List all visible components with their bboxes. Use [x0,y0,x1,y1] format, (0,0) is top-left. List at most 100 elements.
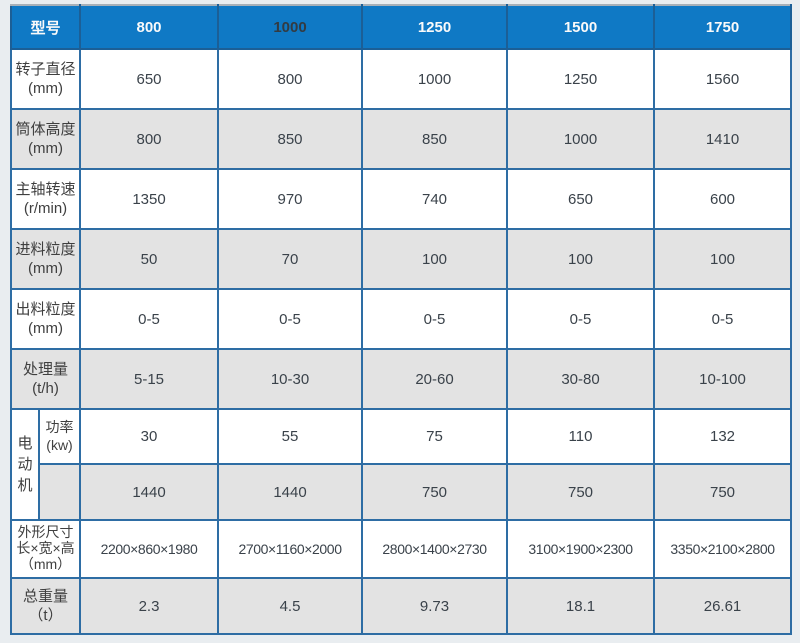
row-label-text: 长×宽×高 [16,540,75,557]
row-label-text: 外形尺寸 [17,524,74,541]
row-label-spindle-speed: 主轴转速 (r/min) [9,168,82,230]
spec-table: 型号 800 1000 1250 1500 1750 转子直径 (mm) 650… [9,4,793,635]
row-motor-speed: 1440 1440 750 750 750 [11,463,793,521]
cell-value: 30 [79,408,220,465]
row-label-feed-size: 进料粒度 (mm) [9,228,82,290]
cell-value: 20-60 [361,348,509,410]
row-label-text: 总重量 [23,587,69,605]
cell-value: 10-100 [653,348,793,410]
cell-value: 2700×1160×2000 [217,519,364,579]
header-model-1500: 1500 [506,4,656,50]
row-label-unit: (r/min) [23,200,68,217]
row-label-text: 处理量 [23,360,69,378]
header-model-800: 800 [79,4,220,50]
cell-value: 2.3 [79,577,220,635]
cell-value: 2200×860×1980 [79,519,220,579]
cell-value: 750 [653,463,793,521]
cell-value: 9.73 [361,577,509,635]
row-rotor-diameter: 转子直径 (mm) 650 800 1000 1250 1560 [9,48,793,110]
row-label-unit: (mm) [28,140,63,157]
cell-value: 1000 [361,48,509,110]
header-model-1000: 1000 [217,4,364,50]
cell-value: 0-5 [79,288,220,350]
cell-value: 100 [653,228,793,290]
motor-power-unit: (kw) [46,436,73,453]
cell-value: 100 [361,228,509,290]
cell-value: 740 [361,168,509,230]
cell-value: 18.1 [506,577,656,635]
cell-value: 1350 [79,168,220,230]
cell-value: 600 [653,168,793,230]
row-dimensions: 外形尺寸 长×宽×高 （mm） 2200×860×1980 2700×1160×… [9,519,793,579]
motor-power-label: 功率 [45,419,74,435]
row-label-dimensions: 外形尺寸 长×宽×高 （mm） [9,519,82,579]
cell-value: 650 [79,48,220,110]
cell-value: 1250 [506,48,656,110]
cell-value: 970 [217,168,364,230]
cell-value: 132 [653,408,793,465]
cell-value: 850 [361,108,509,170]
row-label-unit: (mm) [28,320,63,337]
row-label-text: 进料粒度 [15,240,76,258]
motor-group-label-cell: 电动机 [10,408,40,521]
motor-speed-label-cell [37,463,82,521]
cell-value: 5-15 [79,348,220,410]
row-label-unit: （t） [28,607,63,624]
cell-value: 100 [506,228,656,290]
row-label-unit: (mm) [28,80,63,97]
cell-value: 800 [217,48,364,110]
header-row: 型号 800 1000 1250 1500 1750 [9,4,793,50]
cell-value: 0-5 [506,288,656,350]
row-label-rotor-diameter: 转子直径 (mm) [9,48,82,110]
cell-value: 2800×1400×2730 [361,519,509,579]
cell-value: 0-5 [653,288,793,350]
cell-value: 110 [506,408,656,465]
row-label-unit: (t/h) [32,380,59,397]
cell-value: 3100×1900×2300 [506,519,656,579]
cell-value: 10-30 [217,348,364,410]
row-total-weight: 总重量 （t） 2.3 4.5 9.73 18.1 26.61 [9,577,793,635]
cell-value: 30-80 [506,348,656,410]
header-model-label: 型号 [9,4,82,50]
cell-value: 800 [79,108,220,170]
cell-value: 650 [506,168,656,230]
cell-value: 1440 [217,463,364,521]
cell-value: 70 [217,228,364,290]
row-label-text: 筒体高度 [15,120,76,138]
cell-value: 1410 [653,108,793,170]
row-cylinder-height: 筒体高度 (mm) 800 850 850 1000 1410 [9,108,793,170]
cell-value: 850 [217,108,364,170]
row-label-total-weight: 总重量 （t） [9,577,82,635]
cell-value: 750 [361,463,509,521]
row-motor-power: 电动机 功率 (kw) 30 55 75 110 132 [10,408,793,521]
spec-table-container: 型号 800 1000 1250 1500 1750 转子直径 (mm) 650… [9,4,793,635]
motor-power-label-cell: 功率 (kw) [37,408,82,465]
cell-value: 4.5 [217,577,364,635]
row-label-text: 主轴转速 [15,180,76,198]
row-label-capacity: 处理量 (t/h) [9,348,82,410]
row-label-text: 出料粒度 [15,300,76,318]
header-model-1750: 1750 [653,4,793,50]
cell-value: 0-5 [361,288,509,350]
row-label-discharge-size: 出料粒度 (mm) [9,288,82,350]
header-model-1250: 1250 [361,4,509,50]
cell-value: 26.61 [653,577,793,635]
row-label-text: 转子直径 [15,60,76,78]
cell-value: 55 [217,408,364,465]
cell-value: 3350×2100×2800 [653,519,793,579]
cell-value: 50 [79,228,220,290]
cell-value: 75 [361,408,509,465]
cell-value: 1440 [79,463,220,521]
cell-value: 1000 [506,108,656,170]
cell-value: 750 [506,463,656,521]
row-label-unit: (mm) [28,260,63,277]
row-capacity: 处理量 (t/h) 5-15 10-30 20-60 30-80 10-100 [9,348,793,410]
cell-value: 1560 [653,48,793,110]
cell-value: 0-5 [217,288,364,350]
row-label-cylinder-height: 筒体高度 (mm) [9,108,82,170]
row-spindle-speed: 主轴转速 (r/min) 1350 970 740 650 600 [9,168,793,230]
row-label-unit: （mm） [19,555,72,572]
motor-group-label: 电动机 [17,435,33,494]
row-feed-size: 进料粒度 (mm) 50 70 100 100 100 [9,228,793,290]
row-discharge-size: 出料粒度 (mm) 0-5 0-5 0-5 0-5 0-5 [9,288,793,350]
